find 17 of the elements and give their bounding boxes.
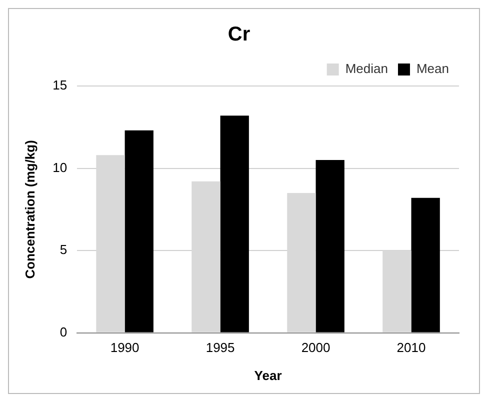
x-tick-label: 2010 [396,340,426,356]
x-tick-label: 2000 [301,340,330,356]
bar [316,160,344,332]
chart-title: Cr [228,24,250,46]
y-tick-label: 5 [60,242,68,258]
y-tick-label: 0 [60,324,68,340]
x-tick-label: 1990 [110,340,140,356]
legend-label: Mean [416,61,450,76]
y-tick-label: 10 [52,160,68,175]
legend-label: Median [345,61,388,76]
y-axis-title: Concentration (mg/kg) [22,140,38,279]
x-axis-title: Year [254,368,282,383]
x-tick-label: 1995 [206,340,235,356]
y-tick-label: 15 [52,78,68,93]
bar [411,198,440,332]
bar [220,116,249,332]
bar [124,130,154,332]
